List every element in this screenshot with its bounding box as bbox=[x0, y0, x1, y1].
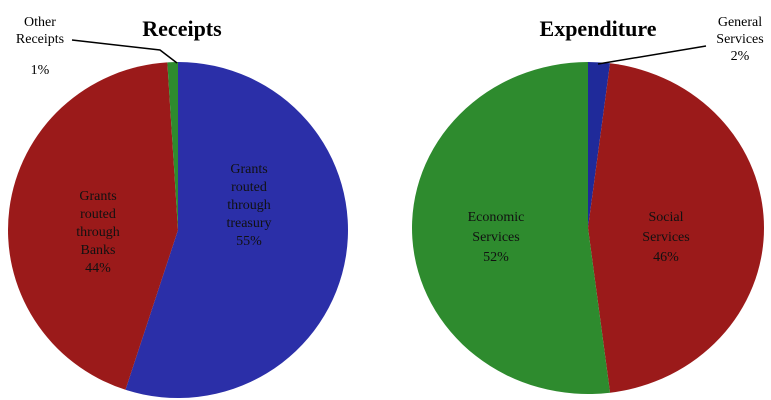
expenditure-label-social: Social Services 46% bbox=[642, 210, 689, 265]
receipts-label-banks: Grants routed through Banks 44% bbox=[76, 189, 120, 276]
expenditure-label-economic-line: Economic bbox=[468, 210, 525, 225]
expenditure-label-general: General Services bbox=[716, 15, 763, 47]
receipts-slice-1 bbox=[8, 62, 178, 390]
expenditure-slice-0 bbox=[588, 62, 611, 228]
expenditure-title: Expenditure bbox=[540, 16, 657, 41]
receipts-label-treasury-line: routed bbox=[231, 180, 267, 195]
expenditure-label-social-line: Social bbox=[649, 210, 684, 225]
receipts-label-other-line: Receipts bbox=[16, 32, 64, 47]
receipts-label-other-line: Other bbox=[24, 15, 56, 30]
expenditure-label-economic-line: 52% bbox=[483, 250, 509, 265]
receipts-title: Receipts bbox=[142, 16, 222, 41]
expenditure-label-general-line: Services bbox=[716, 32, 763, 47]
receipts-label-banks-line: Grants bbox=[79, 189, 116, 204]
receipts-slice-0 bbox=[125, 62, 349, 398]
expenditure-label-general-pct: 2% bbox=[731, 49, 750, 64]
receipts-label-banks-line: through bbox=[76, 225, 120, 240]
receipts-slice-2 bbox=[167, 62, 178, 230]
receipts-other-leader-line bbox=[71, 39, 178, 64]
expenditure-general-leader-line bbox=[597, 45, 707, 65]
expenditure-slice-1 bbox=[588, 63, 765, 393]
expenditure-pie-chart: Expenditure Economic Services 52% Social Ser… bbox=[412, 15, 765, 394]
receipts-label-other: Other Receipts bbox=[16, 15, 64, 47]
receipts-label-treasury-line: 55% bbox=[236, 234, 262, 249]
receipts-label-banks-line: Banks bbox=[81, 243, 116, 258]
receipts-label-treasury-line: through bbox=[227, 198, 271, 213]
receipts-label-treasury-line: Grants bbox=[230, 162, 267, 177]
expenditure-label-economic: Economic Services 52% bbox=[468, 210, 525, 265]
expenditure-label-social-line: Services bbox=[642, 230, 689, 245]
expenditure-slice-2 bbox=[412, 62, 611, 394]
receipts-pie-chart: Receipts Grants routed through treasury 55%G… bbox=[8, 15, 349, 398]
expenditure-label-economic-line: Services bbox=[472, 230, 519, 245]
expenditure-label-social-line: 46% bbox=[653, 250, 679, 265]
receipts-label-banks-line: routed bbox=[80, 207, 116, 222]
receipts-label-treasury: Grants routed through treasury 55% bbox=[226, 162, 271, 249]
receipts-label-other-pct: 1% bbox=[31, 63, 50, 78]
receipts-label-treasury-line: treasury bbox=[226, 216, 271, 231]
expenditure-label-general-line: General bbox=[718, 15, 762, 30]
receipts-label-banks-line: 44% bbox=[85, 261, 111, 276]
